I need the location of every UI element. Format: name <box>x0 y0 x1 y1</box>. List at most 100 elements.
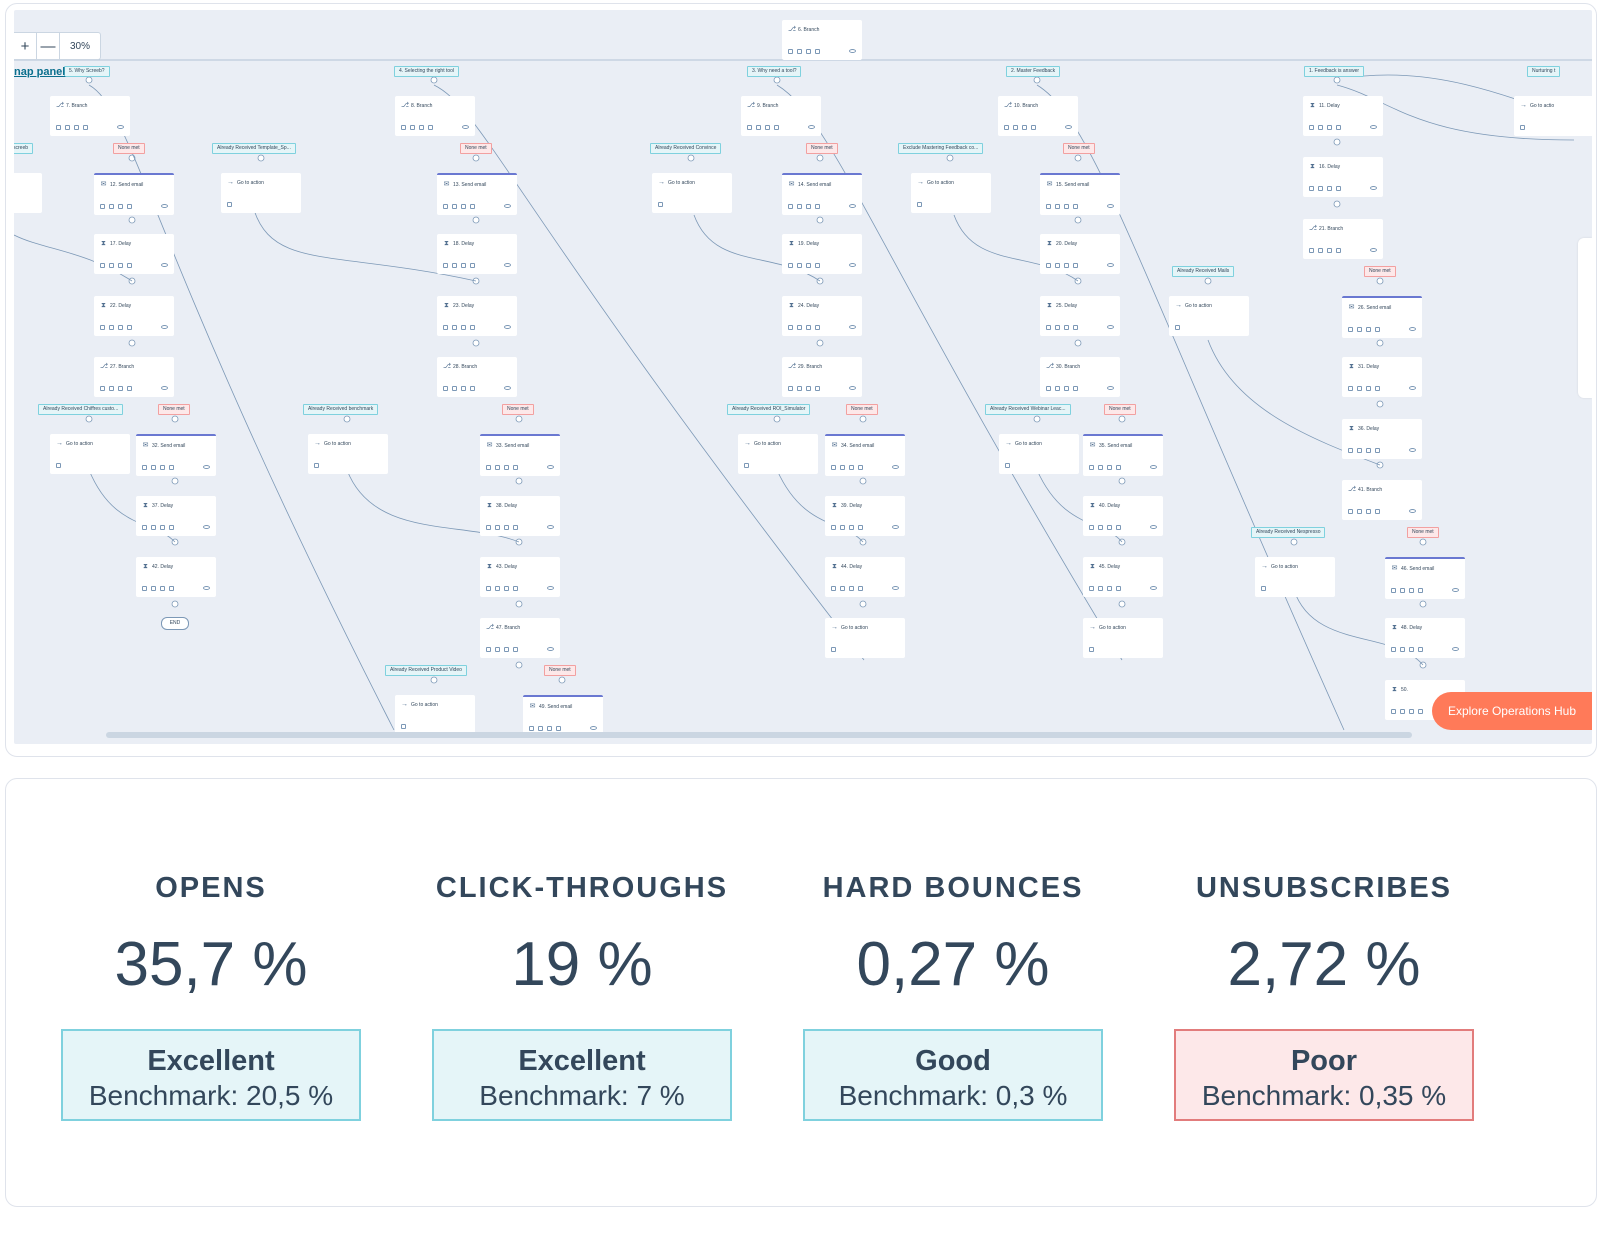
add-step-dot[interactable] <box>515 661 523 669</box>
copy-icon[interactable] <box>118 203 123 209</box>
add-step-dot[interactable] <box>1118 415 1126 423</box>
add-step-dot[interactable] <box>1376 400 1384 408</box>
move-icon[interactable] <box>151 585 156 591</box>
move-icon[interactable] <box>1055 324 1060 330</box>
move-icon[interactable] <box>797 48 802 54</box>
copy-icon[interactable] <box>1107 464 1112 470</box>
eye-icon[interactable] <box>892 465 899 469</box>
delete-icon[interactable] <box>917 201 922 207</box>
workflow-node[interactable]: ✉ 14. Send email <box>782 173 862 215</box>
workflow-node[interactable]: →Go to action <box>395 695 475 735</box>
delete-icon[interactable] <box>1116 524 1121 530</box>
eye-icon[interactable] <box>892 525 899 529</box>
branch-condition-tag[interactable]: 2. Master Feedback <box>1006 66 1061 77</box>
clone-icon[interactable] <box>1348 447 1353 453</box>
workflow-node[interactable]: ⧗ 39. Delay <box>825 496 905 536</box>
move-icon[interactable] <box>1055 385 1060 391</box>
delete-icon[interactable] <box>314 462 319 468</box>
add-step-dot[interactable] <box>85 415 93 423</box>
workflow-node[interactable]: ⧗ 42. Delay <box>136 557 216 597</box>
eye-icon[interactable] <box>1452 647 1459 651</box>
workflow-node[interactable]: ⧗ 17. Delay <box>94 234 174 274</box>
branch-condition-tag[interactable]: Already Received Webinar Leac... <box>985 404 1071 415</box>
move-icon[interactable] <box>109 262 114 268</box>
eye-icon[interactable] <box>504 386 511 390</box>
move-icon[interactable] <box>797 324 802 330</box>
copy-icon[interactable] <box>547 725 552 731</box>
move-icon[interactable] <box>1318 124 1323 130</box>
eye-icon[interactable] <box>203 465 210 469</box>
delete-icon[interactable] <box>1375 508 1380 514</box>
move-icon[interactable] <box>1357 385 1362 391</box>
delete-icon[interactable] <box>744 462 749 468</box>
clone-icon[interactable] <box>100 203 105 209</box>
eye-icon[interactable] <box>849 386 856 390</box>
copy-icon[interactable] <box>461 262 466 268</box>
add-step-dot[interactable] <box>859 477 867 485</box>
workflow-node[interactable]: →Go to action <box>1083 618 1163 658</box>
add-step-dot[interactable] <box>1074 154 1082 162</box>
clone-icon[interactable] <box>1348 326 1353 332</box>
workflow-node[interactable]: ⎇ 7. Branch <box>50 96 130 136</box>
copy-icon[interactable] <box>504 464 509 470</box>
branch-condition-tag[interactable]: Nurturing t <box>1527 66 1561 77</box>
copy-icon[interactable] <box>765 124 770 130</box>
clone-icon[interactable] <box>1046 203 1051 209</box>
copy-icon[interactable] <box>461 203 466 209</box>
branch-condition-tag[interactable]: Already Received Nespresso <box>1251 527 1326 538</box>
copy-icon[interactable] <box>461 324 466 330</box>
move-icon[interactable] <box>495 585 500 591</box>
delete-icon[interactable] <box>1031 124 1036 130</box>
workflow-node[interactable]: ⎇ 10. Branch <box>998 96 1078 136</box>
none-met-tag[interactable]: None met <box>1104 404 1136 415</box>
move-icon[interactable] <box>1318 185 1323 191</box>
add-step-dot[interactable] <box>515 600 523 608</box>
delete-icon[interactable] <box>1175 324 1180 330</box>
copy-icon[interactable] <box>1366 385 1371 391</box>
workflow-node[interactable]: ⧗ 18. Delay <box>437 234 517 274</box>
workflow-node[interactable]: ⧗ 24. Delay <box>782 296 862 336</box>
move-icon[interactable] <box>1098 585 1103 591</box>
move-icon[interactable] <box>109 324 114 330</box>
delete-icon[interactable] <box>815 385 820 391</box>
move-icon[interactable] <box>1357 508 1362 514</box>
move-icon[interactable] <box>109 203 114 209</box>
move-icon[interactable] <box>538 725 543 731</box>
copy-icon[interactable] <box>1366 326 1371 332</box>
delete-icon[interactable] <box>1336 185 1341 191</box>
eye-icon[interactable] <box>547 647 554 651</box>
delete-icon[interactable] <box>470 262 475 268</box>
move-icon[interactable] <box>495 464 500 470</box>
copy-icon[interactable] <box>1064 203 1069 209</box>
copy-icon[interactable] <box>1366 447 1371 453</box>
none-met-tag[interactable]: None met <box>806 143 838 154</box>
branch-condition-tag[interactable]: Already Received ROI_Simulator <box>727 404 811 415</box>
workflow-node[interactable]: →Go to action <box>999 434 1079 474</box>
clone-icon[interactable] <box>1046 324 1051 330</box>
move-icon[interactable] <box>65 124 70 130</box>
copy-icon[interactable] <box>806 385 811 391</box>
branch-condition-tag[interactable]: Already Received Mails <box>1172 266 1235 277</box>
eye-icon[interactable] <box>1409 327 1416 331</box>
workflow-node[interactable]: ⎇ 6. Branch <box>782 20 862 60</box>
map-panel-link[interactable]: nap panel <box>14 66 66 78</box>
move-icon[interactable] <box>495 646 500 652</box>
delete-icon[interactable] <box>227 201 232 207</box>
add-step-dot[interactable] <box>558 676 566 684</box>
workflow-node[interactable]: ⎇ 21. Branch <box>1303 219 1383 259</box>
branch-condition-tag[interactable]: Already Received Product Video <box>385 665 467 676</box>
copy-icon[interactable] <box>849 524 854 530</box>
clone-icon[interactable] <box>443 385 448 391</box>
clone-icon[interactable] <box>788 385 793 391</box>
delete-icon[interactable] <box>470 203 475 209</box>
eye-icon[interactable] <box>504 263 511 267</box>
workflow-node[interactable]: ✉ 46. Send email <box>1385 557 1465 599</box>
move-icon[interactable] <box>1357 447 1362 453</box>
copy-icon[interactable] <box>806 262 811 268</box>
branch-condition-tag[interactable]: Exclude Mastering Feedback co... <box>898 143 984 154</box>
eye-icon[interactable] <box>1107 386 1114 390</box>
workflow-node[interactable]: ⎇ 30. Branch <box>1040 357 1120 397</box>
delete-icon[interactable] <box>858 524 863 530</box>
add-step-dot[interactable] <box>1333 200 1341 208</box>
eye-icon[interactable] <box>1409 448 1416 452</box>
